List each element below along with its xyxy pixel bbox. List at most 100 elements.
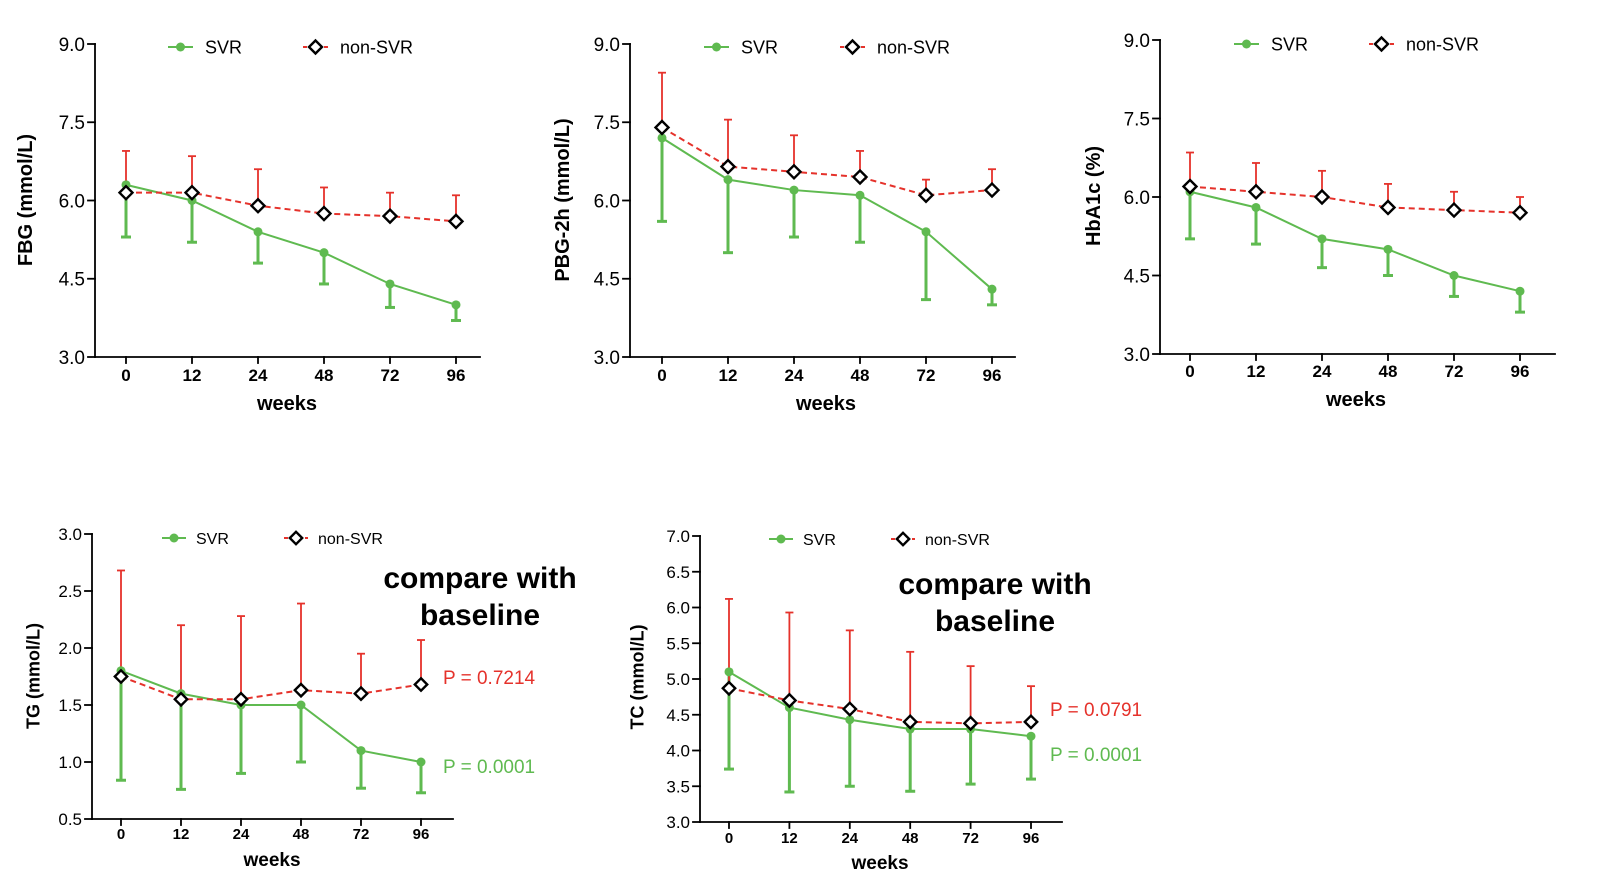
svr-point: [845, 715, 855, 725]
y-tick-label: 1.0: [58, 753, 82, 772]
svr-point: [1515, 286, 1525, 296]
legend-marker: [844, 38, 861, 56]
legend-label: SVR: [1271, 34, 1308, 54]
legend-marker: [1373, 35, 1390, 53]
y-tick-label: 3.0: [594, 348, 620, 369]
svr-line: [125, 183, 457, 306]
legend: SVR non-SVR: [704, 37, 950, 57]
x-tick-label: 96: [983, 366, 1002, 385]
y-tick-label: 4.5: [666, 706, 690, 725]
non-svr-point: [721, 680, 737, 697]
annotation-note: compare with: [898, 568, 1091, 601]
svr-error-bar: [723, 179, 733, 255]
non-svr-point: [841, 701, 858, 717]
non-svr-error-bar: [658, 71, 666, 128]
svr-point: [855, 190, 865, 200]
legend-item-svr: SVR: [704, 37, 778, 57]
non-svr-point: [1023, 714, 1039, 730]
non-svr-line: [661, 126, 993, 197]
chart-tc: 3.0 3.5 4.0 4.5 5.0 5.5 6.0 6.5 7.0 0 12 24 48 72 96 we…: [627, 527, 1142, 874]
legend: SVR non-SVR: [769, 531, 990, 549]
non-svr-point: [447, 213, 465, 230]
svr-point: [319, 248, 329, 258]
svr-error-bar: [657, 137, 667, 223]
x-tick-label: 12: [183, 366, 202, 385]
legend: SVR non-SVR: [168, 37, 413, 57]
y-tick-label: 3.5: [666, 777, 690, 796]
non-svr-point: [413, 676, 429, 693]
legend-item-non-svr: non-SVR: [1369, 34, 1479, 54]
svr-error-bar: [921, 231, 931, 302]
svr-point: [723, 175, 733, 185]
x-tick-label: 72: [917, 366, 936, 385]
legend: SVR non-SVR: [1234, 34, 1479, 54]
p-value-label: P = 0.0791: [1050, 700, 1142, 721]
non-svr-point: [917, 187, 935, 204]
svr-point: [657, 133, 667, 143]
y-tick-label: 7.5: [1124, 109, 1150, 130]
svr-error-bar: [844, 719, 855, 788]
x-tick-label: 24: [1313, 362, 1332, 381]
svr-line: [120, 669, 422, 763]
svr-point: [921, 227, 931, 237]
y-tick-label: 7.0: [666, 527, 690, 546]
x-tick-label: 48: [293, 826, 310, 843]
x-tick-label: 72: [353, 826, 370, 843]
legend-label: SVR: [196, 531, 229, 548]
svr-error-bar: [176, 693, 186, 791]
svr-error-bar: [187, 200, 197, 244]
svr-error-bar: [416, 762, 426, 795]
svr-point: [385, 279, 395, 289]
y-tick-label: 9.0: [1124, 31, 1150, 52]
svr-point: [1026, 731, 1036, 741]
y-tick-label: 6.0: [666, 599, 690, 618]
non-svr-point: [113, 668, 129, 685]
legend-marker: [776, 534, 786, 544]
y-tick-label: 2.0: [58, 639, 82, 658]
non-svr-point: [1511, 204, 1529, 221]
y-tick-label: 5.5: [666, 634, 690, 653]
y-axis-title: PBG-2h (mmol/L): [552, 118, 574, 281]
x-tick-label: 0: [1185, 362, 1194, 381]
y-tick-label: 4.5: [594, 270, 620, 291]
svr-error-bar: [855, 195, 865, 244]
non-svr-point: [1445, 201, 1463, 219]
legend-label: SVR: [741, 37, 778, 57]
y-tick-label: 0.5: [58, 810, 82, 829]
svr-error-bar: [116, 670, 126, 782]
non-svr-point: [1379, 199, 1397, 216]
svr-error-bar: [356, 750, 366, 790]
non-svr-error-bar: [237, 615, 245, 700]
non-svr-point: [315, 205, 333, 222]
legend-label: non-SVR: [340, 37, 413, 57]
non-svr-error-bar: [966, 665, 975, 724]
annotation-note: baseline: [420, 599, 540, 632]
y-tick-label: 9.0: [594, 35, 620, 56]
legend-item-svr: SVR: [1234, 34, 1308, 54]
x-tick-label: 0: [117, 826, 125, 843]
svr-point: [416, 757, 426, 767]
y-tick-label: 4.0: [666, 742, 690, 761]
legend-label: SVR: [205, 37, 242, 57]
non-svr-point: [962, 715, 979, 732]
x-tick-label: 0: [725, 830, 733, 847]
x-tick-label: 24: [233, 826, 250, 843]
y-axis-title: TG (mmol/L): [23, 623, 43, 729]
legend-item-non-svr: non-SVR: [303, 37, 413, 57]
svr-point: [789, 185, 799, 195]
x-tick-label: 96: [1023, 830, 1040, 847]
non-svr-point: [353, 685, 369, 702]
svr-error-bar: [296, 705, 306, 764]
x-tick-label: 96: [1511, 362, 1530, 381]
legend-item-svr: SVR: [168, 37, 242, 57]
legend-marker: [307, 38, 324, 56]
legend-label: non-SVR: [925, 532, 990, 549]
svr-error-bar: [236, 705, 246, 775]
x-tick-label: 48: [902, 830, 919, 847]
x-tick-label: 12: [173, 826, 190, 843]
svr-point: [1449, 271, 1459, 280]
svr-line: [661, 137, 993, 290]
x-tick-label: 12: [781, 830, 798, 847]
svr-line: [728, 670, 1032, 738]
y-tick-label: 6.0: [1124, 188, 1150, 209]
